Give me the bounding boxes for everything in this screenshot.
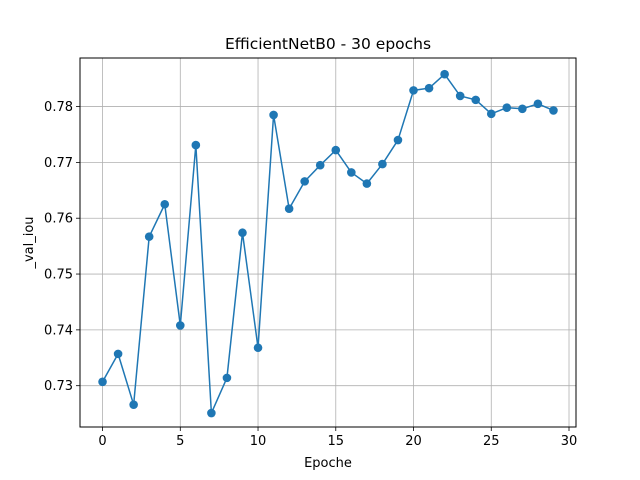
data-point [455,91,465,101]
plot-frame [79,57,577,428]
data-point [144,232,154,241]
y-tick-label: 0.77 [44,156,73,171]
y-tick-label: 0.74 [44,323,73,338]
data-point [269,110,278,120]
y-tick-label: 0.78 [44,100,73,115]
data-point [362,179,372,188]
y-axis-label: _val_iou [22,216,37,269]
y-axis-ticks: 0.73 0.74 0.75 0.76 0.77 0.78 [44,100,80,394]
y-tick-label: 0.75 [44,268,73,283]
y-tick-label: 0.73 [44,379,73,394]
chart-title: EfficientNetB0 - 30 epochs [225,35,431,53]
data-point [238,228,247,238]
y-tick-label: 0.76 [44,212,73,227]
data-point [471,95,481,105]
data-point [253,343,263,353]
data-point [347,168,356,177]
x-tick-label: 5 [176,434,184,449]
data-point [160,199,170,209]
grid-lines [80,58,576,427]
data-series [98,69,558,418]
x-tick-label: 20 [405,434,422,449]
data-point [113,349,123,359]
data-point [409,86,418,95]
data-point [486,109,496,119]
data-point [533,99,543,109]
x-tick-label: 30 [561,434,578,449]
x-axis-ticks: 0 5 10 15 20 25 30 [98,427,577,449]
data-point [518,104,527,114]
series-line [101,73,554,414]
data-point [222,373,232,383]
x-tick-label: 15 [328,434,345,449]
data-point [393,135,403,145]
data-point [98,377,107,387]
x-axis-label: Epoche [304,456,352,471]
data-point [300,177,309,186]
data-point [191,140,201,150]
data-point [175,321,185,330]
data-point [331,145,341,155]
data-point [315,160,325,170]
data-point [284,204,294,214]
data-point [207,408,216,418]
x-tick-label: 25 [483,434,500,449]
x-tick-label: 10 [250,434,267,449]
data-point [549,106,558,115]
data-point [440,69,449,79]
data-point [378,159,387,169]
x-tick-label: 0 [98,434,106,449]
data-point [129,400,138,409]
data-point [424,83,434,93]
data-point [502,103,512,112]
